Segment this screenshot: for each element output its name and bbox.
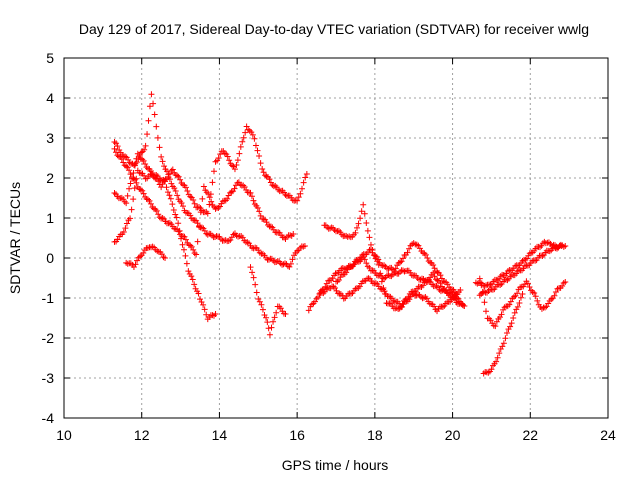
y-axis-label: SDTVAR / TECUs <box>7 182 23 294</box>
series-track-14 <box>480 291 526 377</box>
x-tick-label: 16 <box>289 427 305 443</box>
series-track-10 <box>333 240 460 297</box>
x-tick-label: 24 <box>600 427 616 443</box>
chart-title: Day 129 of 2017, Sidereal Day-to-day VTE… <box>79 21 589 37</box>
x-tick-label: 12 <box>134 427 150 443</box>
series-track-5 <box>123 243 169 271</box>
point-markers <box>317 275 464 315</box>
x-tick-label: 22 <box>522 427 538 443</box>
data-points <box>111 91 569 377</box>
series-track-6 <box>247 264 289 338</box>
series-track-4 <box>111 167 219 323</box>
point-markers <box>480 291 526 377</box>
x-axis-ticks: 10 12 14 16 18 20 22 24 <box>56 58 616 443</box>
y-tick-label: 3 <box>46 130 54 146</box>
point-markers <box>333 240 460 297</box>
series-track-12 <box>476 242 565 299</box>
x-tick-label: 10 <box>56 427 72 443</box>
x-tick-label: 18 <box>367 427 383 443</box>
x-tick-label: 14 <box>212 427 228 443</box>
y-tick-label: -4 <box>42 410 55 426</box>
x-axis-label: GPS time / hours <box>282 457 389 473</box>
y-tick-label: -2 <box>42 330 55 346</box>
point-markers <box>111 91 308 270</box>
y-tick-label: 0 <box>46 250 54 266</box>
plot-frame <box>63 57 609 419</box>
series-track-13 <box>476 275 569 330</box>
y-tick-label: 1 <box>46 210 54 226</box>
y-tick-label: 2 <box>46 170 54 186</box>
point-markers <box>476 242 565 299</box>
y-tick-label: -1 <box>42 290 55 306</box>
point-markers <box>476 275 569 330</box>
y-tick-label: -3 <box>42 370 55 386</box>
point-markers <box>111 167 219 323</box>
grid-lines <box>64 58 608 418</box>
series-track-1 <box>111 91 308 270</box>
y-tick-label: 5 <box>46 50 54 66</box>
point-markers <box>247 264 289 338</box>
y-axis-ticks: -4 -3 -2 -1 0 1 2 3 4 5 <box>42 50 608 426</box>
point-markers <box>123 243 169 271</box>
series-track-9 <box>317 275 464 315</box>
y-tick-label: 4 <box>46 90 54 106</box>
x-tick-label: 20 <box>445 427 461 443</box>
